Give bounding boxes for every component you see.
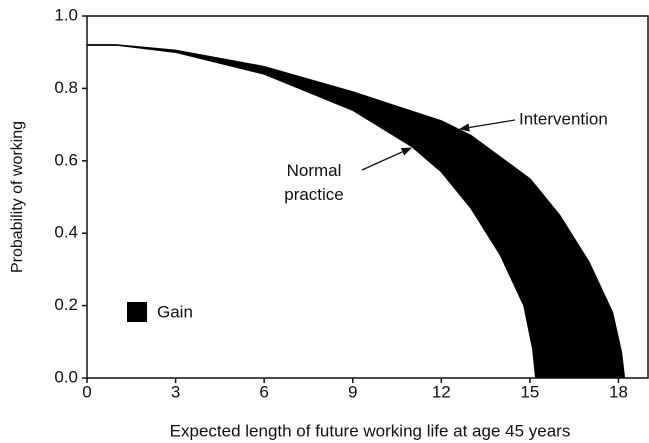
plot-frame: [86, 15, 649, 379]
x-tick-label: 0: [82, 382, 91, 401]
x-tick-label: 18: [609, 382, 628, 401]
y-tick-label: 0.4: [54, 223, 78, 242]
x-axis-label: Expected length of future working life a…: [170, 421, 571, 440]
x-tick-label: 12: [432, 382, 451, 401]
legend-label: Gain: [157, 302, 193, 321]
annotation-arrow: [361, 147, 412, 171]
x-tick-label: 6: [259, 382, 268, 401]
series-line: [87, 44, 626, 379]
y-tick-label: 0.6: [54, 150, 78, 169]
y-tick-label: 0.8: [54, 78, 78, 97]
series-label: Intervention: [519, 109, 608, 128]
y-tick-label: 0.2: [54, 295, 78, 314]
x-tick-label: 15: [520, 382, 539, 401]
y-axis-label: Probability of working: [9, 121, 26, 273]
series-line: [87, 44, 537, 379]
series-label-line: practice: [284, 185, 344, 204]
gain-area: [87, 44, 625, 379]
x-tick-label: 3: [171, 382, 180, 401]
y-tick-label: 0.0: [54, 367, 78, 386]
series-label: Normal practice: [284, 161, 344, 204]
x-tick-label: 9: [348, 382, 357, 401]
annotation-arrow: [458, 119, 516, 132]
y-tick-label: 1.0: [54, 5, 78, 24]
series-label-line: Normal: [287, 161, 342, 180]
legend-swatch: [127, 302, 147, 322]
